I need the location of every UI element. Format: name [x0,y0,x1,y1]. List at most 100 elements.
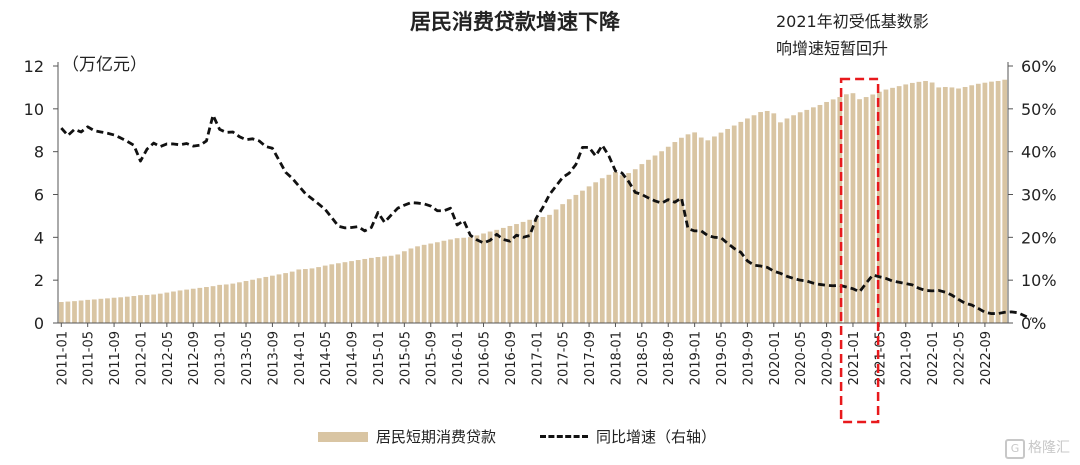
x-tick-label-11: 2014-09 [346,331,361,385]
bar-120 [850,93,856,323]
x-tick-label-26: 2019-09 [741,331,756,385]
bar-126 [890,87,895,323]
axes [57,62,1009,324]
bar-49 [382,256,387,323]
bar-78 [573,194,579,323]
bar-67 [500,227,506,323]
bar-140 [982,82,988,323]
bar-72 [533,218,539,323]
bar-17 [171,291,176,323]
bar-96 [692,132,698,323]
bar-35 [289,271,295,323]
left-tick-label-5: 10 [24,100,44,119]
bar-27 [237,282,242,323]
bar-136 [956,88,961,324]
bar-68 [507,225,513,323]
x-tick-label-22: 2018-05 [636,331,651,385]
bar-75 [553,209,559,323]
right-tick-label-5: 50% [1021,100,1057,119]
bar-105 [751,115,757,323]
bar-108 [771,113,777,323]
bar-94 [679,137,684,323]
x-tick-label-13: 2015-05 [398,331,413,385]
bar-99 [712,136,717,323]
x-tick-label-12: 2015-01 [372,331,387,385]
bar-43 [342,262,348,323]
left-tick-label-1: 2 [34,271,44,290]
x-tick-label-20: 2017-09 [583,331,598,385]
x-tick-label-33: 2022-01 [926,331,941,385]
bar-71 [527,219,533,323]
bar-21 [197,287,203,323]
bar-28 [243,281,249,323]
bar-32 [270,275,275,323]
bar-11 [131,296,137,323]
bar-23 [210,286,216,323]
bar-3 [78,300,84,323]
bar-87 [632,169,638,323]
bar-90 [652,155,658,323]
bar-56 [428,243,434,323]
bar-124 [876,91,882,323]
bar-117 [830,99,836,323]
bar-4 [85,299,91,323]
bar-139 [975,83,981,323]
bar-16 [164,292,170,323]
bar-98 [705,140,711,323]
bar-113 [804,109,810,324]
bar-104 [745,118,750,323]
right-tick-label-1: 10% [1021,271,1057,290]
bar-97 [698,137,704,323]
bar-119 [843,94,849,324]
bar-102 [731,125,737,323]
bar-84 [613,172,618,323]
growth-rate-line [60,113,1032,320]
x-tick-label-34: 2022-05 [953,331,968,385]
bar-5 [91,299,97,323]
bar-15 [157,293,163,323]
highlight-box [839,77,880,424]
x-tick-label-18: 2017-01 [530,331,545,385]
bar-64 [481,233,486,323]
x-tick-label-24: 2019-01 [689,331,704,385]
bar-89 [646,159,651,323]
bar-61 [461,237,467,323]
bar-128 [903,84,909,323]
x-tick-label-35: 2022-09 [979,331,994,385]
bar-116 [824,101,829,323]
bar-19 [184,289,190,323]
left-tick-label-6: 12 [24,57,44,76]
bar-0 [58,302,64,323]
bar-2 [72,301,77,323]
bar-57 [434,242,440,323]
bar-101 [725,128,730,323]
x-tick-label-6: 2013-01 [214,331,229,385]
x-tick-label-31: 2021-05 [873,331,888,385]
bar-13 [144,294,150,323]
x-tick-label-3: 2012-01 [134,331,149,385]
right-tick-label-3: 30% [1021,186,1057,205]
left-tick-label-4: 8 [34,143,44,162]
x-tick-label-17: 2016-09 [504,331,519,385]
bar-65 [487,231,493,323]
bar-24 [217,284,223,323]
bar-53 [408,248,414,323]
bar-63 [474,235,480,323]
bar-130 [916,81,922,323]
x-tick-label-0: 2011-01 [55,331,70,385]
bar-132 [929,82,935,324]
bar-109 [778,122,783,323]
bar-122 [863,97,869,323]
right-tick-label-2: 20% [1021,228,1057,247]
bar-34 [283,273,288,323]
x-tick-label-9: 2014-01 [293,331,308,385]
bar-114 [811,107,816,323]
bar-25 [223,284,229,323]
legend: 居民短期消费贷款 同比增速（右轴） [318,426,716,447]
bar-58 [441,240,447,323]
x-tick-label-27: 2020-01 [768,331,783,385]
watermark: G 格隆汇 [1005,437,1070,459]
bar-77 [566,199,572,323]
x-tick-label-15: 2016-01 [451,331,466,385]
